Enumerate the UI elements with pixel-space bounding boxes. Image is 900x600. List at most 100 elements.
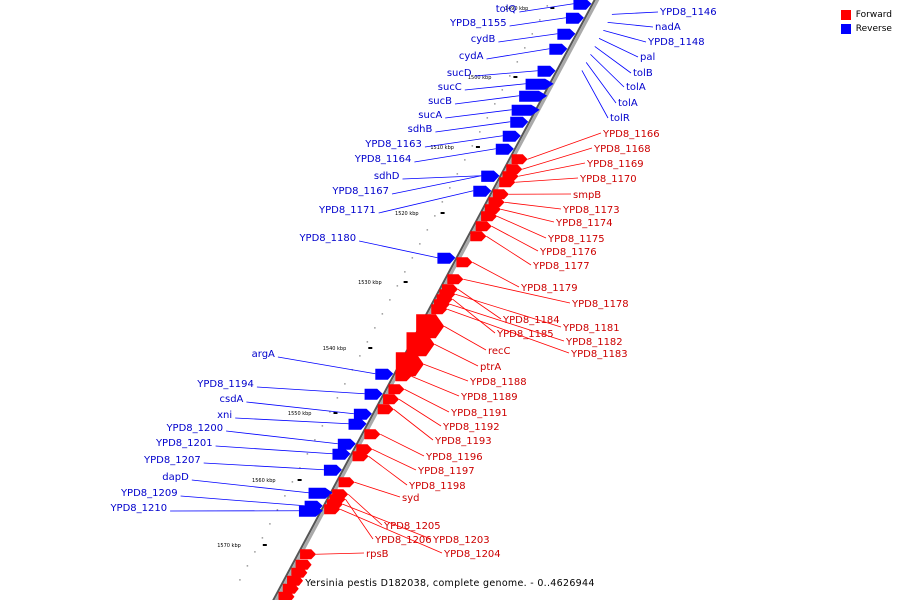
reverse-gene-arrow [573,0,592,10]
forward-gene-label: YPD8_1193 [434,436,492,447]
forward-gene-arrow [278,591,295,600]
forward-gene-arrow [352,451,369,462]
reverse-gene-leader [402,175,482,180]
forward-gene-leader [345,499,374,540]
forward-gene-leader [496,215,547,239]
reverse-gene-arrow [519,90,548,102]
reverse-gene-leader [180,495,305,507]
reverse-gene-leader [215,445,333,455]
reverse-gene-arrow [323,464,342,476]
reverse-gene-label: dapD [162,472,189,483]
forward-gene-label: YPD8_1206 [374,535,432,546]
track-dot [381,313,384,315]
forward-gene-arrow [282,583,299,594]
forward-gene-leader [518,162,586,177]
tick-label: 1490 kbp [505,6,529,12]
track-dot [239,579,241,581]
forward-gene-arrow [431,304,448,315]
reverse-gene-arrow [353,408,372,420]
forward-gene-label: YPD8_1173 [562,205,620,216]
forward-gene-label: YPD8_1174 [555,218,613,229]
forward-gene-leader [491,225,539,252]
forward-gene-label: YPD8_1175 [547,234,605,245]
forward-gene-leader [500,208,555,223]
tick-mark [440,212,445,214]
forward-gene-arrow [511,154,528,165]
track-dot [449,187,451,189]
reverse-gene-leader [246,401,354,415]
forward-gene-leader [504,201,562,210]
gene-leader [603,29,647,43]
reverse-gene-arrow [481,170,500,182]
reverse-gene-leader [519,3,574,13]
reverse-gene-leader [378,190,474,214]
track-dot [306,453,309,455]
forward-gene-label: recC [488,346,511,357]
forward-gene-leader [316,552,365,555]
tick-mark [368,347,373,349]
forward-gene-label: YPD8_1189 [460,392,518,403]
tick-label: 1510 kbp [430,145,454,151]
gene-label: tolB [633,68,653,79]
reverse-gene-leader [191,479,309,494]
track-dot [329,411,331,413]
forward-gene-arrow [406,332,435,357]
track-dot [434,215,436,217]
reverse-swatch [840,24,851,34]
track-dot [426,229,429,231]
track-dot [531,33,534,35]
reverse-gene-leader [509,17,566,27]
forward-gene-label: YPD8_1177 [532,261,590,272]
forward-gene-leader [354,481,401,498]
forward-gene-leader [457,288,502,320]
track-dot [366,341,369,343]
track-dot [524,47,526,49]
reverse-gene-label: YPD8_1200 [165,423,223,434]
forward-gene-label: YPD8_1179 [520,283,578,294]
reverse-gene-label: cydA [459,51,484,62]
track-dot [419,243,421,245]
forward-gene-leader [522,147,593,170]
reverse-gene-leader [391,175,482,195]
reverse-gene-label: sucB [428,96,452,107]
reverse-gene-arrow [511,104,540,116]
track-dot [246,565,249,567]
reverse-gene-arrow [337,438,356,450]
reverse-gene-label: sdhD [374,171,400,182]
tick-label: 1560 kbp [252,478,276,484]
track-dot [396,285,399,287]
gene-label: tolA [618,98,638,109]
reverse-gene-arrow [364,388,383,400]
reverse-gene-arrow [375,368,394,380]
track-dot [404,271,406,273]
forward-gene-arrow [287,575,304,586]
track-dot [389,299,391,301]
forward-gene-leader [434,343,479,367]
gene-leader [594,46,632,74]
forward-gene-leader [486,235,532,266]
forward-gene-label: YPD8_1196 [425,452,483,463]
tick-label: 1540 kbp [323,346,347,352]
track-dot [471,145,474,147]
forward-gene-leader [368,455,408,486]
forward-gene-arrow [456,257,473,268]
reverse-gene-arrow [537,65,556,77]
reverse-gene-arrow [473,185,492,197]
forward-gene-leader [449,303,565,342]
track-dot [486,117,489,119]
reverse-gene-leader [486,48,550,60]
reverse-gene-leader [445,109,512,119]
reverse-gene-leader [203,462,324,471]
reverse-gene-leader [414,148,496,163]
forward-gene-arrow [338,477,355,488]
gene-leader [607,21,654,28]
forward-gene-leader [447,308,570,354]
forward-gene-leader [398,398,442,427]
gene-label: tolA [626,82,646,93]
forward-gene-leader [515,177,579,183]
reverse-gene-label: argA [252,349,275,360]
track-dot [516,61,519,63]
forward-gene-leader [463,278,571,304]
legend-reverse: Reverse [840,22,892,36]
